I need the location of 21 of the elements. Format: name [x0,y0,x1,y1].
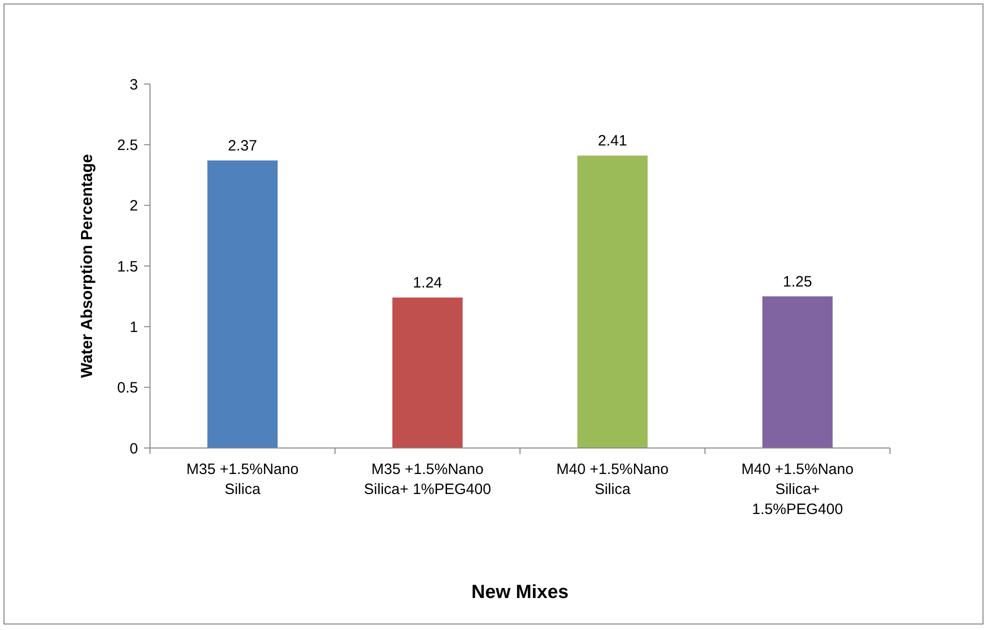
data-label: 1.25 [782,273,812,290]
x-tick-label: M40 +1.5%Nano Silica+ 1.5%PEG400 [741,461,854,518]
x-axis-title: New Mixes [471,582,569,603]
y-tick-label: 0 [130,440,138,458]
bar [207,160,278,448]
data-label: 2.37 [228,137,258,154]
y-tick-label: 2.5 [117,136,138,154]
x-tick-label: M40 +1.5%Nano Silica [556,461,669,498]
x-tick-label: M35 +1.5%Nano Silica [186,461,299,498]
y-tick-label: 2 [130,198,138,215]
data-label: 2.41 [598,132,628,150]
bar [392,298,463,448]
bar [762,296,833,448]
y-tick-label: 3 [130,76,138,94]
x-tick-label: M35 +1.5%Nano Silica+ 1%PEG400 [364,461,492,498]
y-tick-label: 1.5 [117,258,138,276]
bar [577,156,648,448]
data-label: 1.24 [412,274,442,292]
y-axis-title: Water Absorption Percentage [79,154,96,378]
y-tick-label: 1 [130,318,138,336]
y-tick-label: 0.5 [117,380,138,397]
